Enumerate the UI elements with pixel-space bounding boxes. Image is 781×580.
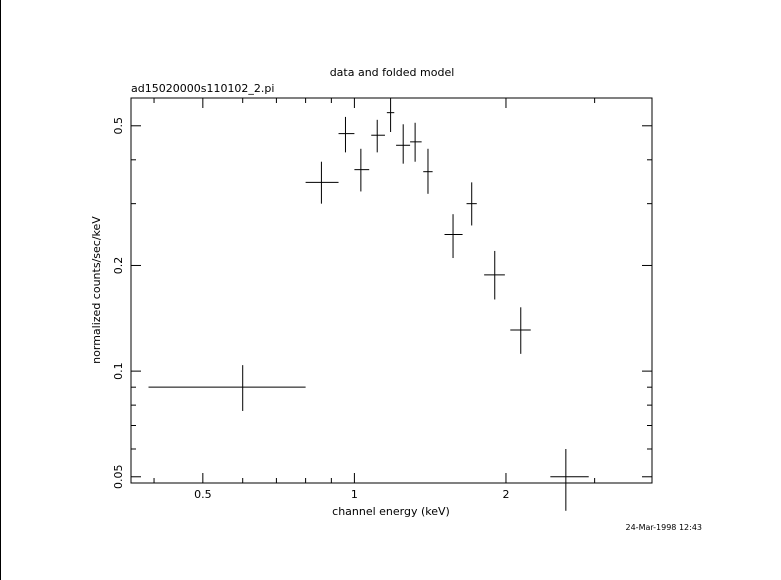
left-border-line xyxy=(0,0,1,580)
data-point xyxy=(423,148,433,194)
data-point xyxy=(550,448,589,511)
data-point xyxy=(305,161,339,204)
data-point xyxy=(396,124,411,164)
x-tick-label: 2 xyxy=(502,488,509,501)
data-point xyxy=(410,122,422,162)
chart-title: data and folded model xyxy=(330,66,455,79)
data-point xyxy=(338,116,355,153)
plot-frame xyxy=(130,97,653,484)
y-axis-label: normalized counts/sec/keV xyxy=(90,216,103,364)
data-point xyxy=(444,214,463,259)
data-point xyxy=(354,148,370,192)
data-point xyxy=(466,182,477,226)
data-point xyxy=(371,119,385,153)
x-axis-label: channel energy (keV) xyxy=(332,505,450,518)
y-tick-label: 0.1 xyxy=(112,362,125,380)
chart-subtitle: ad15020000s110102_2.pi xyxy=(131,82,274,95)
data-point xyxy=(386,98,395,133)
y-tick-label: 0.5 xyxy=(112,117,125,135)
x-tick-label: 1 xyxy=(351,488,358,501)
y-tick-label: 0.05 xyxy=(112,465,125,490)
data-point xyxy=(148,365,306,411)
timestamp-label: 24-Mar-1998 12:43 xyxy=(626,523,703,532)
data-point xyxy=(510,307,531,354)
y-axis-ticks: 0.05 0.1 0.2 0.5 xyxy=(112,97,652,490)
x-axis-ticks: 0.5 1 2 xyxy=(153,98,596,501)
data-point xyxy=(484,250,505,300)
data-points xyxy=(148,98,589,511)
y-tick-label: 0.2 xyxy=(112,257,125,275)
x-tick-label: 0.5 xyxy=(194,488,212,501)
